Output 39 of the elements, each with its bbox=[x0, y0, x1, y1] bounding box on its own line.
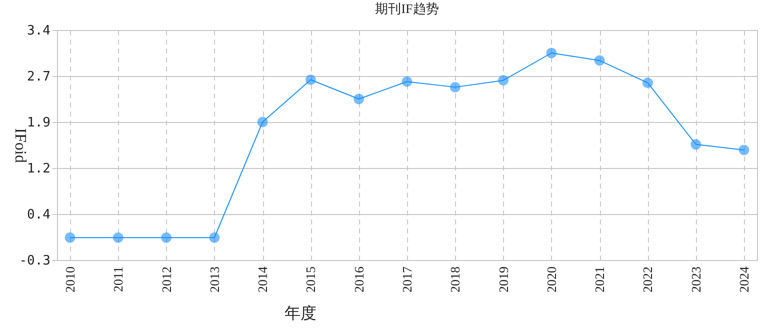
x-tick-label: 2017 bbox=[400, 266, 414, 292]
point bbox=[450, 82, 460, 92]
x-tick-label: 2024 bbox=[736, 266, 752, 292]
x-tick-label: 2012 bbox=[158, 266, 174, 292]
point bbox=[209, 232, 220, 243]
x-tick-label: 2019 bbox=[496, 266, 511, 292]
y-tick-label: -0.3 bbox=[19, 254, 50, 268]
point bbox=[257, 116, 268, 128]
x-axis-title: 年度 bbox=[284, 304, 316, 322]
chart-title: 期刊IF趋势 bbox=[375, 1, 439, 16]
point bbox=[642, 78, 653, 88]
x-tick-label: 2022 bbox=[640, 266, 656, 292]
point bbox=[594, 55, 605, 66]
x-tick-label: 2018 bbox=[448, 266, 463, 292]
point bbox=[161, 232, 172, 243]
point bbox=[112, 232, 124, 243]
y-tick-label: 2.7 bbox=[27, 70, 50, 84]
point bbox=[738, 144, 750, 156]
point bbox=[402, 76, 412, 87]
x-tick-label: 2021 bbox=[592, 266, 608, 292]
y-tick-label: 3.4 bbox=[27, 24, 51, 38]
point bbox=[64, 232, 76, 243]
point bbox=[690, 139, 702, 150]
y-axis-title: IFoid bbox=[12, 128, 28, 163]
y-tick-label: 1.9 bbox=[27, 116, 50, 130]
point bbox=[305, 74, 316, 85]
y-tick-label: 0.4 bbox=[27, 208, 51, 222]
point bbox=[498, 75, 509, 86]
x-tick-label: 2016 bbox=[351, 266, 366, 292]
x-tick-label: 2010 bbox=[62, 266, 78, 292]
x-tick-label: 2015 bbox=[303, 266, 318, 292]
x-tick-label: 2023 bbox=[688, 266, 704, 292]
x-tick-label: 2013 bbox=[206, 266, 222, 292]
x-tick-label: 2020 bbox=[544, 266, 559, 292]
x-tick-label: 2011 bbox=[110, 266, 126, 292]
point bbox=[354, 94, 364, 104]
point bbox=[546, 48, 557, 58]
y-tick-label: 1.2 bbox=[27, 162, 50, 176]
x-tick-label: 2014 bbox=[255, 266, 270, 292]
